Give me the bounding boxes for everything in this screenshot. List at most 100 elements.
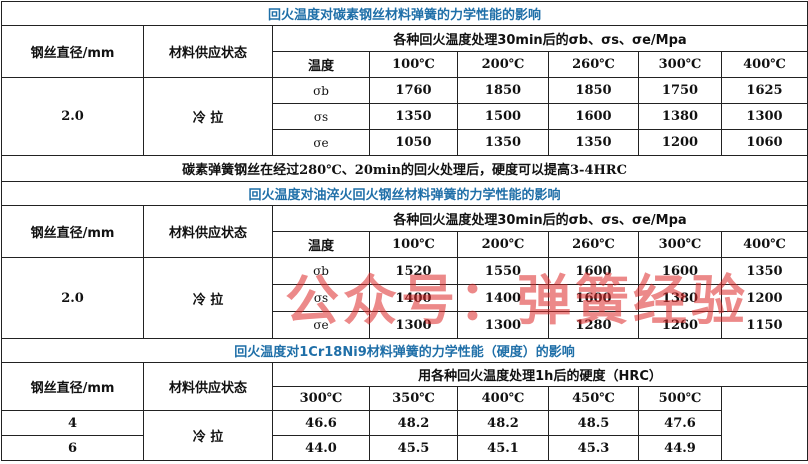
cell-diameter: 4 xyxy=(1,410,144,436)
header-temp-0: 300℃ xyxy=(272,386,370,411)
cell-value: 1750 xyxy=(638,77,722,104)
cell-value: 1520 xyxy=(369,257,458,285)
cell-value: 1500 xyxy=(457,103,549,130)
cell-state: 冷 拉 xyxy=(143,410,273,461)
cell-value: 1600 xyxy=(548,103,639,130)
header-temp-4: 400℃ xyxy=(720,51,808,78)
header-group: 各种回火温度处理30min后的σb、σs、σe/Mpa xyxy=(271,205,808,232)
cell-diameter: 6 xyxy=(1,435,144,461)
cell-value: 1260 xyxy=(638,311,722,339)
cell-value: 44.0 xyxy=(272,435,370,461)
header-temp-0: 100℃ xyxy=(369,51,458,78)
table-row: σe 1050 1350 1350 1200 1060 xyxy=(2,129,808,156)
cell-value: 48.2 xyxy=(457,410,549,436)
cell-value: 1400 xyxy=(369,284,458,312)
cell-value: 1350 xyxy=(369,103,458,130)
cell-value: 1380 xyxy=(638,284,722,312)
table-row: 2.0 冷 拉 σb 1760 1850 1850 1750 1625 xyxy=(1,77,808,156)
cell-value: 48.2 xyxy=(369,410,458,436)
header-temp-2: 260℃ xyxy=(548,231,639,258)
table-row: σs 1400 1400 1600 1380 1200 xyxy=(2,284,808,312)
header-temperature: 温度 xyxy=(272,51,370,78)
header-state: 材料供应状态 xyxy=(143,362,273,411)
header-temp-4: 400℃ xyxy=(720,231,808,258)
header-temp-3: 300℃ xyxy=(638,231,722,258)
cell-value: 1350 xyxy=(548,129,639,156)
header-group: 用各种回火温度处理1h后的硬度（HRC） xyxy=(271,362,808,387)
cell-value: 1300 xyxy=(457,311,549,339)
header-temp-4: 500℃ xyxy=(638,386,722,411)
table-row: 钢丝直径/mm 材料供应状态 用各种回火温度处理1h后的硬度（HRC） xyxy=(1,362,808,411)
header-temp-1: 350℃ xyxy=(369,386,458,411)
cell-value: 1600 xyxy=(548,284,639,312)
cell-stress-label: σe xyxy=(272,129,370,156)
table-title: 回火温度对油淬火回火钢丝材料弹簧的力学性能的影响 xyxy=(0,181,808,206)
cell-stress-label: σs xyxy=(272,103,370,130)
header-state: 材料供应状态 xyxy=(143,25,273,78)
cell-value: 1600 xyxy=(548,257,639,285)
header-temp-2: 400℃ xyxy=(457,386,549,411)
cell-value: 1380 xyxy=(638,103,722,130)
cell-value: 47.6 xyxy=(638,410,722,436)
header-group: 各种回火温度处理30min后的σb、σs、σe/Mpa xyxy=(271,25,808,52)
cell-value: 1350 xyxy=(457,129,549,156)
empty-cell xyxy=(720,386,808,461)
cell-value: 46.6 xyxy=(272,410,370,436)
cell-value: 1060 xyxy=(720,129,808,156)
table-row: 6 44.0 45.5 45.1 45.3 44.9 xyxy=(1,435,808,461)
header-diameter: 钢丝直径/mm xyxy=(1,362,144,411)
cell-value: 1400 xyxy=(457,284,549,312)
cell-state: 冷 拉 xyxy=(143,257,273,339)
table-row: 回火温度对1Cr18Ni9材料弹簧的力学性能（硬度）的影响 xyxy=(0,338,808,363)
header-temp-3: 300℃ xyxy=(638,51,722,78)
table-title: 回火温度对1Cr18Ni9材料弹簧的力学性能（硬度）的影响 xyxy=(0,338,808,363)
header-temp-2: 260℃ xyxy=(548,51,639,78)
cell-value: 1300 xyxy=(369,311,458,339)
table-row: 回火温度对油淬火回火钢丝材料弹簧的力学性能的影响 xyxy=(0,181,808,206)
cell-stress-label: σe xyxy=(272,311,370,339)
cell-stress-label: σb xyxy=(272,257,370,285)
header-diameter: 钢丝直径/mm xyxy=(1,205,144,258)
cell-value: 1300 xyxy=(720,103,808,130)
table-row: 温度 100℃ 200℃ 260℃ 300℃ 400℃ xyxy=(2,51,808,78)
cell-value: 1600 xyxy=(638,257,722,285)
header-temperature: 温度 xyxy=(272,231,370,258)
cell-value: 48.5 xyxy=(548,410,639,436)
table-row: σs 1350 1500 1600 1380 1300 xyxy=(2,103,808,130)
cell-value: 1200 xyxy=(720,284,808,312)
cell-value: 45.5 xyxy=(369,435,458,461)
table-title: 回火温度对碳素钢丝材料弹簧的力学性能的影响 xyxy=(0,1,808,26)
cell-value: 1850 xyxy=(457,77,549,104)
cell-value: 1760 xyxy=(369,77,458,104)
note-row: 碳素弹簧钢丝在经过280℃、20min的回火处理后，硬度可以提高3-4HRC xyxy=(0,155,808,182)
table-row: 温度 100℃ 200℃ 260℃ 300℃ 400℃ xyxy=(2,231,808,258)
cell-state: 冷 拉 xyxy=(143,77,273,156)
cell-value: 1280 xyxy=(548,311,639,339)
cell-value: 1350 xyxy=(720,257,808,285)
header-temp-0: 100℃ xyxy=(369,231,458,258)
cell-value: 1200 xyxy=(638,129,722,156)
cell-value: 45.1 xyxy=(457,435,549,461)
cell-diameter: 2.0 xyxy=(1,257,144,339)
table-row: 钢丝直径/mm 材料供应状态 各种回火温度处理30min后的σb、σs、σe/Mpa xyxy=(1,25,808,78)
cell-diameter: 2.0 xyxy=(1,77,144,156)
table-row: 2.0 冷 拉 σb 1520 1550 1600 1600 1350 xyxy=(1,257,808,339)
table-row: 钢丝直径/mm 材料供应状态 各种回火温度处理30min后的σb、σs、σe/Mpa xyxy=(1,205,808,258)
cell-value: 1850 xyxy=(548,77,639,104)
cell-value: 1150 xyxy=(720,311,808,339)
cell-value: 1550 xyxy=(457,257,549,285)
header-temp-1: 200℃ xyxy=(457,51,549,78)
table-row: 碳素弹簧钢丝在经过280℃、20min的回火处理后，硬度可以提高3-4HRC xyxy=(0,155,808,182)
cell-value: 1625 xyxy=(720,77,808,104)
cell-stress-label: σb xyxy=(272,77,370,104)
header-state: 材料供应状态 xyxy=(143,205,273,258)
cell-value: 45.3 xyxy=(548,435,639,461)
header-temp-3: 450℃ xyxy=(548,386,639,411)
table-row: 回火温度对碳素钢丝材料弹簧的力学性能的影响 xyxy=(0,1,808,26)
cell-value: 44.9 xyxy=(638,435,722,461)
cell-stress-label: σs xyxy=(272,284,370,312)
cell-value: 1050 xyxy=(369,129,458,156)
header-temp-1: 200℃ xyxy=(457,231,549,258)
